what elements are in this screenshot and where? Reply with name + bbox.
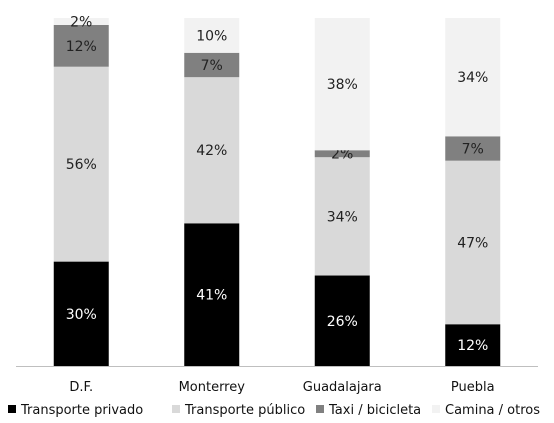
legend-label: Camina / otros [445, 403, 540, 418]
data-label: 34% [457, 70, 488, 86]
bar-segment-guadalajara-1 [314, 275, 370, 366]
legend-swatch [432, 405, 440, 413]
data-label: 41% [196, 288, 227, 304]
category-label: D.F. [69, 380, 93, 395]
bar-segment-puebla-3 [445, 136, 501, 161]
bar-segment-guadalajara-2 [314, 157, 370, 276]
bar-segment-puebla-1 [445, 324, 501, 366]
category-label: Puebla [451, 380, 495, 395]
legend-label: Transporte privado [20, 403, 143, 418]
bar-segment-monterrey-1 [184, 223, 240, 366]
data-label: 2% [331, 147, 353, 163]
data-label: 7% [462, 142, 484, 158]
legend-swatch [8, 405, 16, 413]
data-label: 30% [66, 307, 97, 323]
bar-segment-guadalajara-3 [314, 150, 370, 158]
data-label: 34% [327, 209, 358, 225]
data-label: 10% [196, 28, 227, 44]
data-label: 42% [196, 143, 227, 159]
bar-segment-monterrey-3 [184, 52, 240, 78]
category-labels: D.F. Monterrey Guadalajara Puebla [69, 380, 494, 395]
category-label: Monterrey [179, 380, 246, 395]
data-label: 12% [66, 39, 97, 55]
data-label: 47% [457, 235, 488, 251]
category-label: Guadalajara [303, 380, 382, 395]
legend: Transporte privado Transporte público Taxi… [8, 403, 540, 418]
bar-segment-df-2 [53, 66, 109, 262]
bar-segment-monterrey-4 [184, 18, 240, 53]
legend-label: Taxi / bicicleta [328, 403, 421, 418]
data-label: 12% [457, 338, 488, 354]
bars-group: 30% 56% 12% 2% 41% 42% 7% 10% 26% 34% 2% 38% 12% 47% 7… [53, 14, 501, 366]
legend-swatch [172, 405, 180, 413]
bar-segment-monterrey-2 [184, 77, 240, 224]
bar-segment-guadalajara-4 [314, 18, 370, 151]
bar-segment-puebla-4 [445, 18, 501, 137]
data-label: 7% [201, 58, 223, 74]
bar-segment-df-1 [53, 261, 109, 366]
bar-segment-puebla-2 [445, 160, 501, 325]
bar-segment-df-4 [53, 18, 109, 25]
data-label: 26% [327, 314, 358, 330]
data-label: 56% [66, 157, 97, 173]
data-label: 2% [70, 14, 92, 30]
data-label: 38% [327, 77, 358, 93]
bar-segment-df-3 [53, 24, 109, 67]
legend-swatch [316, 405, 324, 413]
legend-label: Transporte público [184, 403, 305, 418]
